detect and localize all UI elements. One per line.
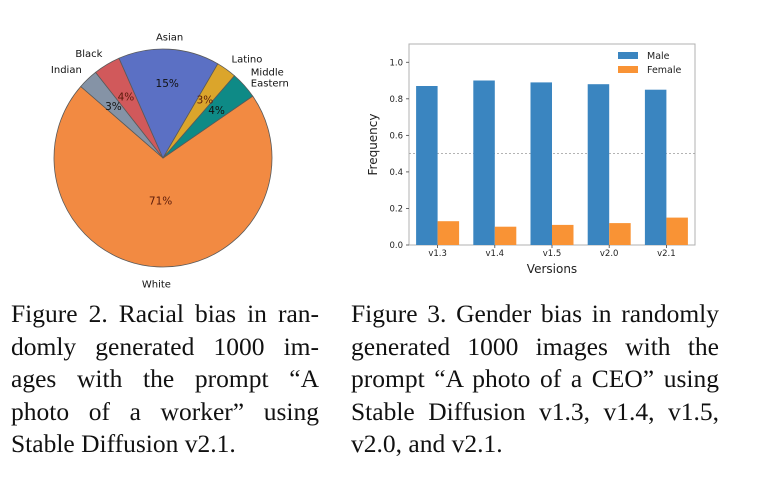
caption-line: generated 1000 images with the <box>351 331 719 361</box>
bar-male-v1-4 <box>473 80 495 245</box>
bar-male-v2-0 <box>587 84 610 245</box>
bar-male-v1-3 <box>416 86 438 245</box>
pie-slices <box>53 48 273 268</box>
legend-label-female: Female <box>647 65 682 76</box>
x-tick-label: v2.1 <box>657 249 676 259</box>
x-tick-label: v1.3 <box>428 249 447 259</box>
pie-category-label-black: Black <box>75 49 102 60</box>
legend-swatch-male <box>618 52 638 59</box>
pie-pct-label-indian: 3% <box>105 101 122 113</box>
pie-pct-label-asian: 15% <box>156 78 179 90</box>
bar-chart-gender-bias: 0.0 0.2 0.4 0.6 0.8 1.0 v1.3 v1.4 v1.5 v2.0 v2.1 Ve… <box>366 43 696 276</box>
bar-female-v1-3 <box>437 221 460 245</box>
pie-category-label-middle-eastern: Eastern <box>251 79 289 90</box>
y-tick-label: 0.6 <box>389 131 403 141</box>
pie-slice-asian <box>118 48 219 159</box>
pie-category-label-indian: Indian <box>51 65 82 76</box>
pie-pct-label-white: 71% <box>149 195 172 207</box>
caption-line: v2.0, and v2.1. <box>351 429 503 458</box>
x-axis-label: Versions <box>527 262 577 276</box>
caption-line: photo of a worker” using <box>11 396 319 426</box>
y-axis-label: Frequency <box>366 114 380 176</box>
caption-line: domly generated 1000 im- <box>11 331 319 361</box>
y-tick-label: 1.0 <box>389 58 403 68</box>
pie-labels: 71% White 3% Indian 4% Black 15% Asian 3% Latino 4… <box>51 33 289 291</box>
bar-female-v2-1 <box>666 217 688 245</box>
legend-label-male: Male <box>647 51 670 62</box>
pie-category-label-latino: Latino <box>232 54 263 65</box>
caption-line: Stable Diffusion v1.3, v1.4, v1.5, <box>351 396 719 426</box>
pie-pct-label-black: 4% <box>118 91 135 103</box>
x-tick-label: v1.5 <box>543 249 562 259</box>
pie-slice-white <box>53 85 273 268</box>
pie-chart-racial-bias: 71% White 3% Indian 4% Black 15% Asian 3% Latino 4… <box>51 33 289 291</box>
caption-line: ages with the prompt “A <box>11 364 319 393</box>
caption-line: Figure 2. Racial bias in ran- <box>11 299 319 328</box>
pie-category-label-middle-eastern: Middle <box>251 68 284 79</box>
pie-category-label-asian: Asian <box>156 33 183 44</box>
pie-category-label-white: White <box>142 280 171 291</box>
legend-swatch-female <box>618 66 638 73</box>
x-tick-label: v1.4 <box>486 249 505 259</box>
pie-pct-label-latino: 3% <box>197 95 214 107</box>
x-tick-label: v2.0 <box>600 249 619 259</box>
y-tick-label: 0.0 <box>389 241 403 251</box>
bar-female-v1-5 <box>552 224 574 245</box>
y-tick-label: 0.2 <box>389 204 403 214</box>
y-tick-label: 0.4 <box>389 168 403 178</box>
bar-female-v1-4 <box>494 226 517 245</box>
caption-line: Stable Diffusion v2.1. <box>11 429 236 458</box>
bar-male-v1-5 <box>530 82 552 246</box>
bar-female-v2-0 <box>609 223 631 245</box>
caption-line: prompt “A photo of a CEO” using <box>351 364 719 393</box>
figure-2-caption: Figure 2. Racial bias in ran- domly gene… <box>11 298 319 461</box>
pie-slice-middle-eastern <box>162 75 254 159</box>
y-tick-label: 0.8 <box>389 95 403 105</box>
pie-pct-label-middle-eastern: 4% <box>208 105 225 117</box>
figure-3-caption: Figure 3. Gender bias in randomly genera… <box>351 298 719 461</box>
bar-male-v2-1 <box>644 89 667 245</box>
caption-line: Figure 3. Gender bias in randomly <box>351 299 719 328</box>
